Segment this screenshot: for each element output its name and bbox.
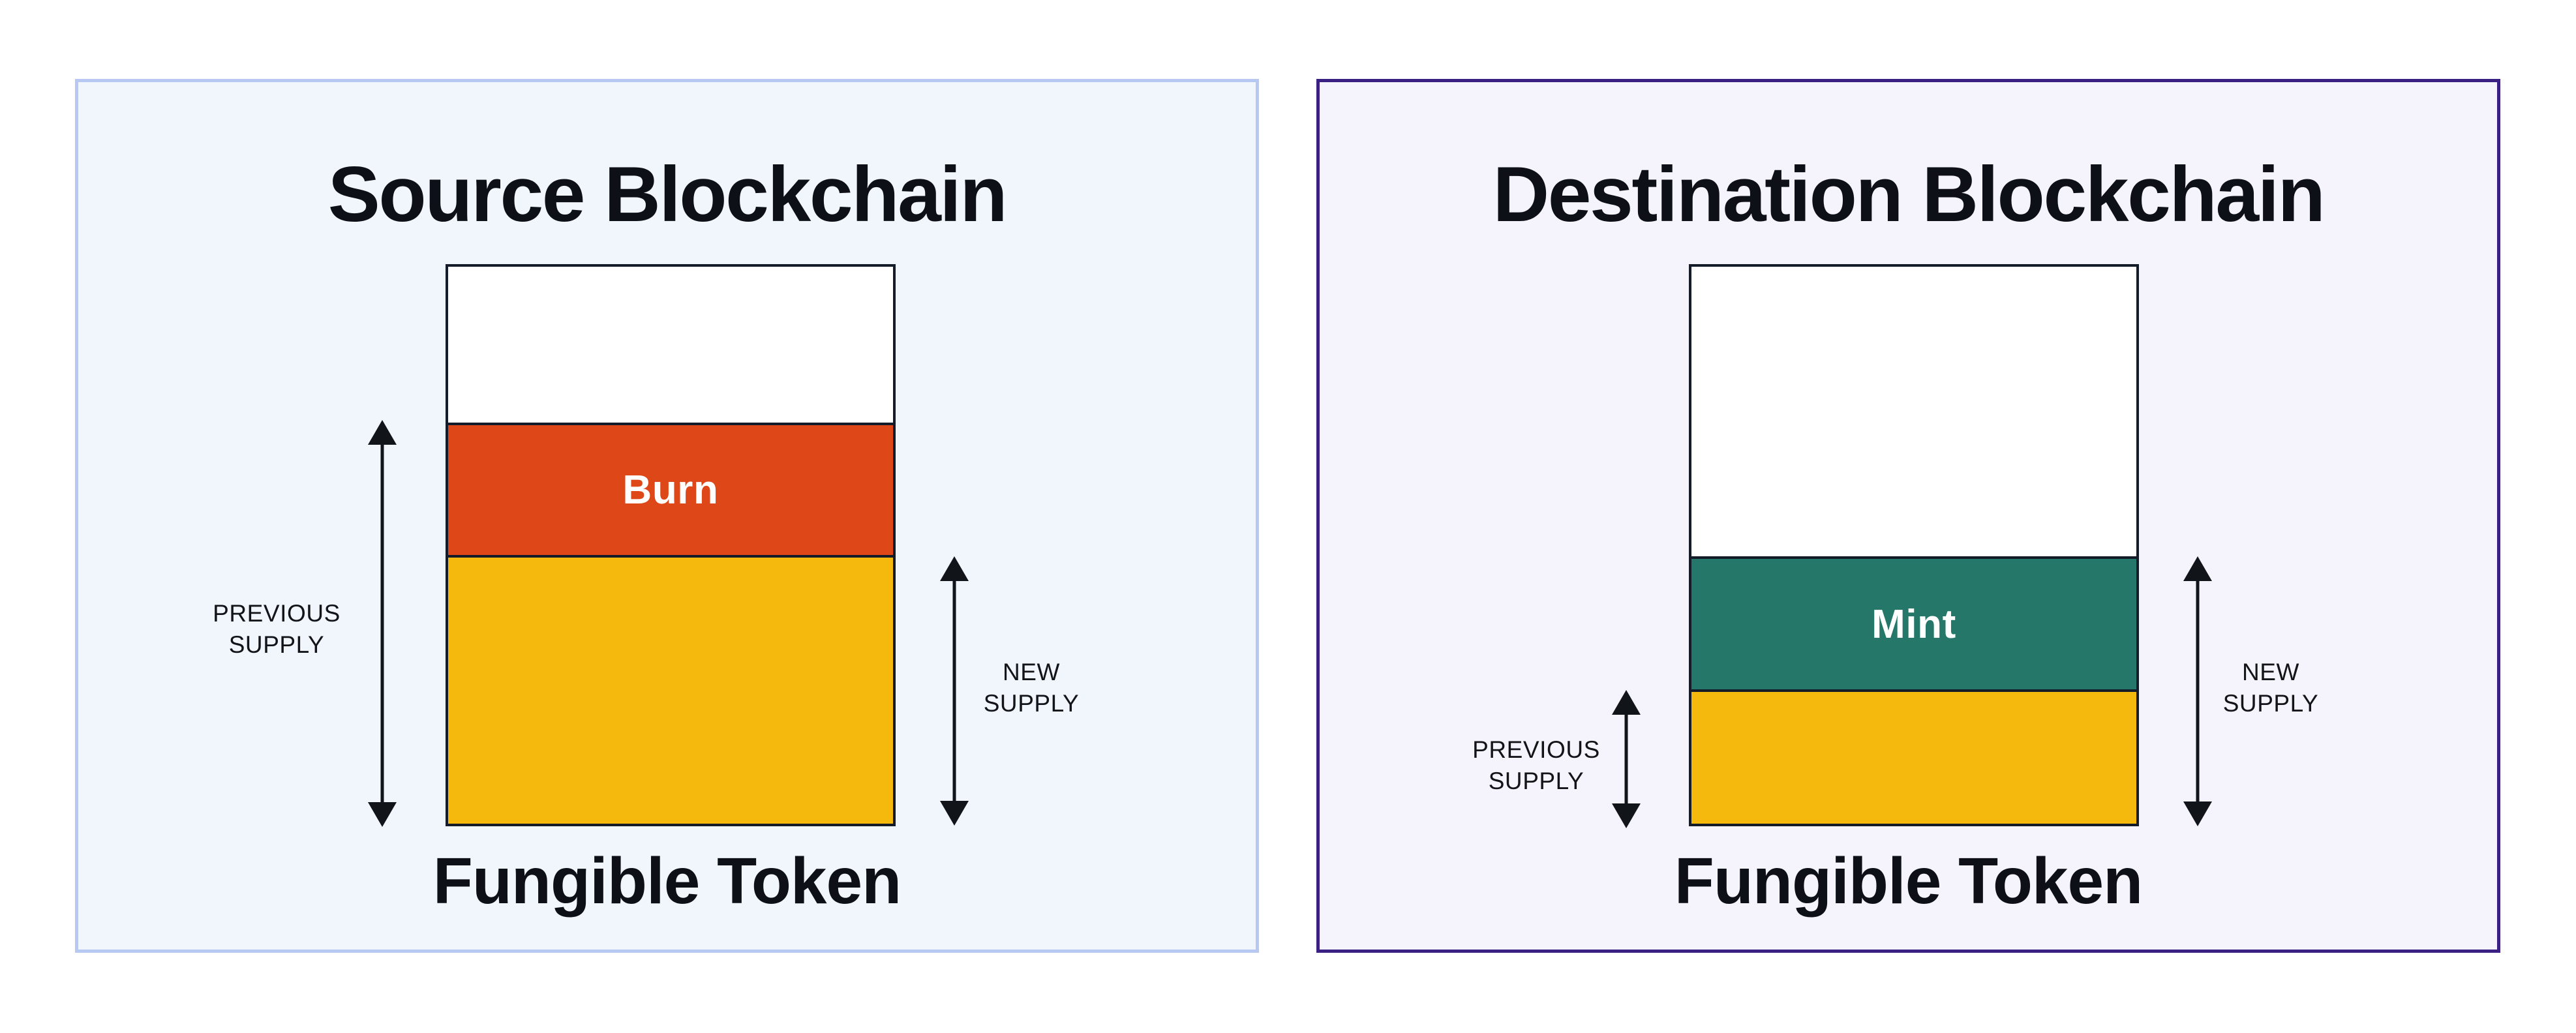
source-previous-supply-label: PREVIOUS SUPPLY	[213, 600, 341, 658]
arrow-shaft	[380, 440, 384, 807]
arrow-shaft	[2196, 576, 2200, 807]
arrow-shaft	[952, 576, 956, 806]
destination-previous-supply-double-arrow-icon	[1611, 690, 1641, 828]
source-new-supply-double-arrow-icon	[939, 556, 969, 826]
destination-previous-supply-label: PREVIOUS SUPPLY	[1472, 736, 1600, 794]
destination-token-bar: Mint	[1689, 264, 2139, 826]
destination-blockchain-panel: Destination Blockchain Mint PREVIOUS SUP…	[1316, 79, 2500, 953]
destination-panel-title: Destination Blockchain	[1493, 151, 2326, 238]
arrow-head-down-icon	[940, 801, 969, 826]
destination-bar-segment-mint: Mint	[1691, 556, 2136, 689]
arrow-shaft	[1624, 710, 1628, 809]
source-bar-segment-remaining-supply	[448, 555, 893, 824]
source-new-supply-label: NEW SUPPLY	[983, 659, 1080, 717]
destination-bar-segment-previous-supply	[1691, 689, 2136, 824]
source-previous-supply-double-arrow-icon	[367, 420, 397, 827]
arrow-head-down-icon	[2183, 801, 2212, 826]
source-token-bar: Burn	[446, 264, 896, 826]
arrow-head-down-icon	[1612, 803, 1641, 828]
source-fungible-token-label: Fungible Token	[432, 845, 902, 918]
arrow-head-down-icon	[368, 802, 397, 827]
source-blockchain-panel: Source Blockchain Burn PREVIOUS SUPPLY N…	[75, 79, 1259, 953]
destination-new-supply-double-arrow-icon	[2183, 556, 2213, 826]
burn-label: Burn	[622, 468, 719, 513]
mint-label: Mint	[1871, 601, 1956, 647]
source-bar-segment-empty	[448, 267, 893, 423]
source-panel-title: Source Blockchain	[327, 151, 1008, 238]
source-bar-segment-burn: Burn	[448, 423, 893, 555]
destination-fungible-token-label: Fungible Token	[1674, 845, 2143, 918]
destination-bar-segment-empty	[1691, 267, 2136, 556]
destination-new-supply-label: NEW SUPPLY	[2222, 659, 2319, 717]
